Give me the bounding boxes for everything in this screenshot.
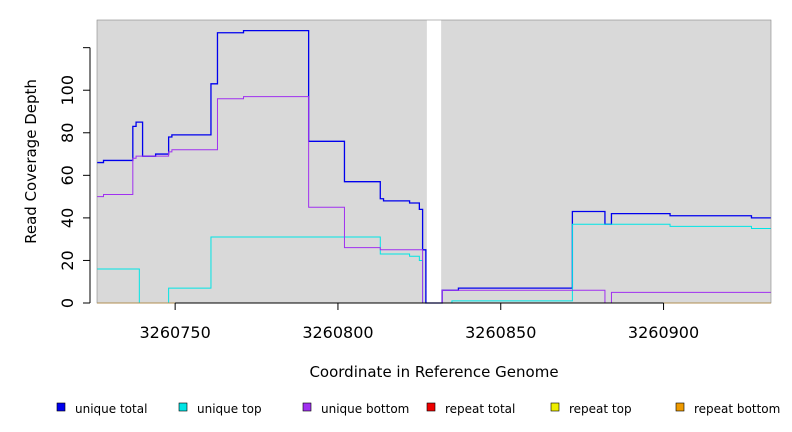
legend-label: unique total xyxy=(75,402,147,416)
y-axis: 0 20 40 60 80 100 xyxy=(58,47,91,308)
series-line-unique-top xyxy=(97,223,771,304)
legend-item-repeat-total: repeat total xyxy=(426,402,515,416)
legend-label: unique top xyxy=(197,402,262,416)
legend-label: unique bottom xyxy=(321,402,409,416)
legend-item-unique-bottom: unique bottom xyxy=(302,402,409,416)
legend-label: repeat top xyxy=(569,402,632,416)
x-tick-label: 3260900 xyxy=(628,323,699,342)
legend-swatch xyxy=(56,402,66,412)
legend-swatch xyxy=(178,402,188,412)
legend-item-unique-total: unique total xyxy=(56,402,147,416)
legend-label: repeat total xyxy=(445,402,515,416)
legend-swatch xyxy=(426,402,436,412)
x-tick-label: 3260800 xyxy=(302,323,373,342)
x-axis: 3260750 3260800 3260850 3260900 xyxy=(140,302,699,342)
legend-item-unique-top: unique top xyxy=(178,402,262,416)
x-tick-label: 3260750 xyxy=(140,323,211,342)
legend-swatch xyxy=(302,402,312,412)
y-tick-label: 60 xyxy=(58,165,77,185)
legend-item-repeat-top: repeat top xyxy=(550,402,632,416)
y-tick-label: 100 xyxy=(58,75,77,106)
x-axis-title: Coordinate in Reference Genome xyxy=(309,363,558,381)
gap-regions xyxy=(426,20,442,303)
y-tick-label: 80 xyxy=(58,123,77,143)
legend-swatch xyxy=(550,402,560,412)
y-tick-label: 20 xyxy=(58,250,77,270)
x-tick-label: 3260850 xyxy=(465,323,536,342)
series-line-unique-bottom xyxy=(97,96,771,304)
y-tick-label: 0 xyxy=(58,298,77,308)
y-tick-label: 40 xyxy=(58,208,77,228)
gap-region xyxy=(426,20,442,303)
legend: unique total unique top unique bottom repea… xyxy=(56,402,780,416)
legend-item-repeat-bottom: repeat bottom xyxy=(675,402,780,416)
y-axis-title: Read Coverage Depth xyxy=(22,79,40,244)
legend-swatch xyxy=(675,402,685,412)
legend-label: repeat bottom xyxy=(694,402,780,416)
